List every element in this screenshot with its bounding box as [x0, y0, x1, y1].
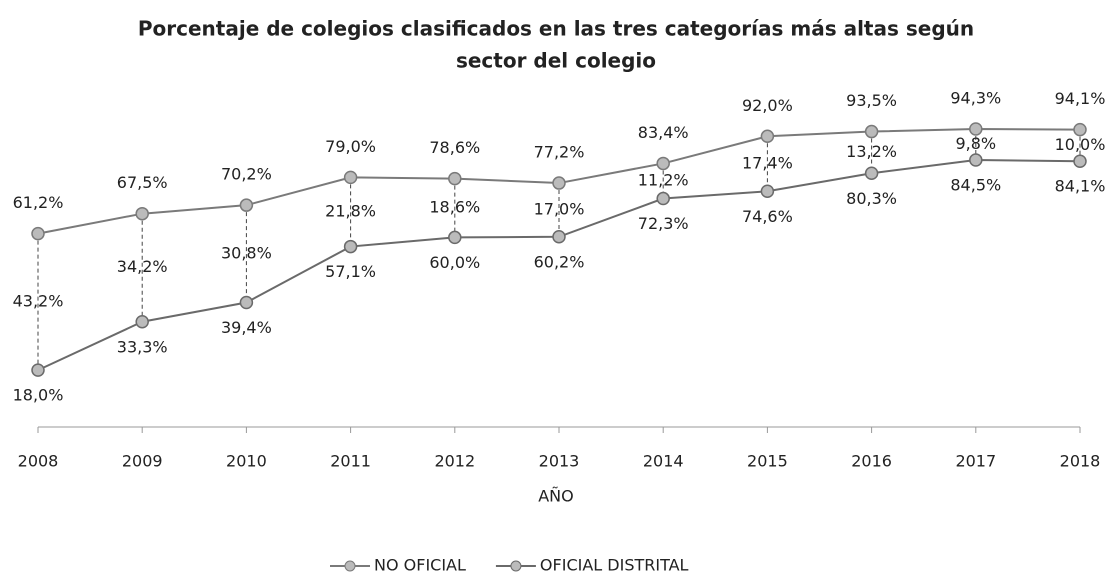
- difference-label: 21,8%: [325, 201, 376, 220]
- data-point: [1073, 122, 1087, 137]
- x-tick-label: 2018: [1060, 452, 1101, 471]
- x-tick-label: 2011: [330, 452, 371, 471]
- data-label: 74,6%: [742, 207, 793, 226]
- legend-label: OFICIAL DISTRITAL: [540, 556, 689, 575]
- chart-title-line-2: sector del colegio: [456, 49, 656, 73]
- data-label: 67,5%: [117, 173, 168, 192]
- x-tick-label: 2010: [226, 452, 267, 471]
- data-label: 83,4%: [638, 123, 689, 142]
- data-label: 60,2%: [534, 252, 585, 271]
- data-point: [969, 153, 983, 167]
- x-tick-label: 2013: [539, 452, 580, 471]
- data-point: [552, 230, 566, 244]
- data-point: [343, 239, 358, 254]
- data-label: 84,1%: [1055, 177, 1106, 196]
- data-point: [969, 122, 983, 136]
- data-point: [656, 156, 670, 171]
- data-point: [760, 184, 775, 199]
- x-tick-label: 2015: [747, 452, 788, 471]
- data-label: 80,3%: [846, 189, 897, 208]
- data-point: [552, 176, 566, 190]
- data-label: 93,5%: [846, 91, 897, 110]
- data-point: [448, 171, 462, 186]
- difference-label: 9,8%: [955, 134, 996, 153]
- data-point: [135, 206, 149, 221]
- data-label: 94,1%: [1055, 89, 1106, 108]
- x-axis-label: AÑO: [538, 487, 574, 506]
- data-label: 70,2%: [221, 165, 272, 184]
- data-label: 39,4%: [221, 318, 272, 337]
- data-point: [656, 191, 670, 206]
- difference-label: 11,2%: [638, 170, 689, 189]
- difference-label: 13,2%: [846, 142, 897, 161]
- data-point: [760, 129, 775, 144]
- x-tick-label: 2009: [122, 452, 163, 471]
- data-point: [1073, 154, 1087, 168]
- x-tick-label: 2012: [434, 452, 475, 471]
- data-point: [343, 170, 358, 185]
- data-point: [448, 230, 462, 245]
- data-label: 78,6%: [429, 138, 480, 157]
- data-label: 77,2%: [534, 143, 585, 162]
- difference-label: 30,8%: [221, 243, 272, 262]
- legend-label: NO OFICIAL: [374, 556, 466, 575]
- data-label: 18,0%: [13, 386, 64, 405]
- data-point: [239, 295, 254, 310]
- data-label: 94,3%: [950, 89, 1001, 108]
- x-tick-label: 2008: [18, 452, 59, 471]
- difference-label: 17,0%: [534, 199, 585, 218]
- data-label: 61,2%: [13, 193, 64, 212]
- data-label: 92,0%: [742, 96, 793, 115]
- data-point: [31, 226, 45, 241]
- x-tick-label: 2016: [851, 452, 892, 471]
- data-label: 72,3%: [638, 214, 689, 233]
- data-label: 60,0%: [429, 253, 480, 272]
- data-label: 33,3%: [117, 337, 168, 356]
- x-tick-label: 2014: [643, 452, 684, 471]
- difference-label: 10,0%: [1055, 135, 1106, 154]
- data-point: [135, 315, 149, 329]
- x-tick-label: 2017: [955, 452, 996, 471]
- data-label: 79,0%: [325, 137, 376, 156]
- legend-marker: [344, 560, 356, 572]
- data-point: [864, 124, 879, 139]
- data-label: 84,5%: [950, 175, 1001, 194]
- data-label: 57,1%: [325, 262, 376, 281]
- difference-label: 17,4%: [742, 153, 793, 172]
- data-point: [31, 363, 45, 377]
- difference-label: 34,2%: [117, 257, 168, 276]
- chart-title-line-1: Porcentaje de colegios clasificados en l…: [138, 17, 974, 41]
- legend-marker: [510, 560, 522, 572]
- difference-label: 43,2%: [13, 291, 64, 310]
- difference-label: 18,6%: [429, 198, 480, 217]
- data-point: [239, 198, 254, 212]
- data-point: [864, 166, 879, 181]
